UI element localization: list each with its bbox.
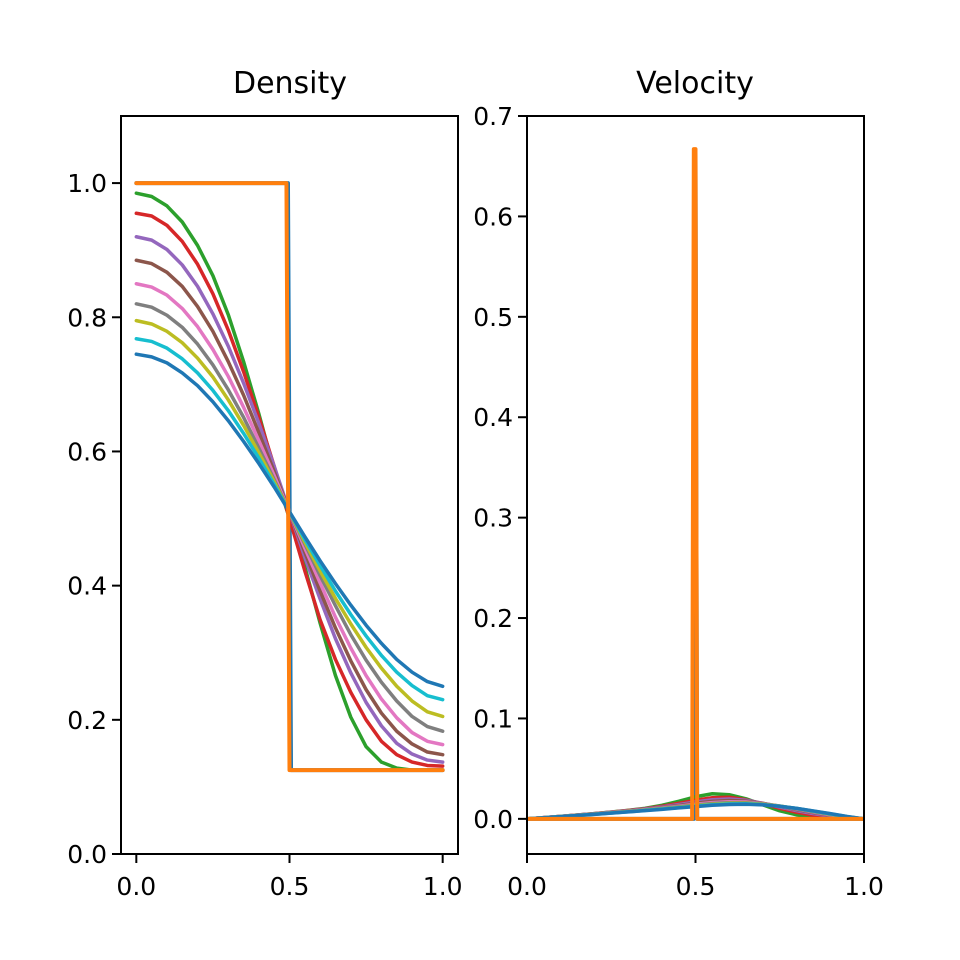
density-series-line-10 (134, 181, 445, 773)
density-ytick-label-2: 0.4 (67, 572, 107, 601)
velocity-series (527, 147, 864, 821)
density-ytick-label-3: 0.6 (67, 437, 107, 466)
velocity-series-line-10 (527, 147, 864, 821)
velocity-xtick-label-2: 1.0 (844, 872, 884, 901)
density-ytick-label-1: 0.2 (67, 706, 107, 735)
velocity-ytick-label-6: 0.6 (473, 202, 513, 231)
velocity-xtick-label-0: 0.0 (507, 872, 547, 901)
velocity-ytick-label-7: 0.7 (473, 102, 513, 131)
velocity-ytick-label-5: 0.5 (473, 303, 513, 332)
density-xtick-label-1: 0.5 (270, 872, 310, 901)
velocity-ytick-label-0: 0.0 (473, 805, 513, 834)
density-ticks: 0.0 0.5 1.0 0.0 0.2 0.4 0.6 0.8 1.0 (67, 169, 462, 901)
velocity-xtick-label-1: 0.5 (676, 872, 716, 901)
density-xtick-label-2: 1.0 (423, 872, 463, 901)
velocity-axes-frame (526, 115, 865, 855)
density-panel: Density 0.0 0.5 1.0 0.0 0.2 0.4 0.6 0.8 1.0 (67, 66, 462, 901)
velocity-ytick-label-3: 0.3 (473, 504, 513, 533)
velocity-title: Velocity (636, 66, 754, 101)
density-title: Density (233, 66, 347, 101)
velocity-ytick-label-4: 0.4 (473, 403, 513, 432)
velocity-ytick-label-2: 0.2 (473, 604, 513, 633)
velocity-ticks: 0.0 0.5 1.0 0.0 0.1 0.2 0.3 0.4 0.5 0.6 0.7 (473, 102, 884, 901)
density-series (134, 181, 445, 773)
velocity-ytick-label-1: 0.1 (473, 704, 513, 733)
velocity-panel: Velocity 0.0 0.5 1.00.00.10.20.30.40.50.60… (473, 66, 884, 901)
density-ytick-label-0: 0.0 (67, 840, 107, 869)
density-ytick-label-4: 0.8 (67, 303, 107, 332)
density-xtick-label-0: 0.0 (116, 872, 156, 901)
density-axes-frame (120, 115, 459, 855)
density-ytick-label-5: 1.0 (67, 169, 107, 198)
